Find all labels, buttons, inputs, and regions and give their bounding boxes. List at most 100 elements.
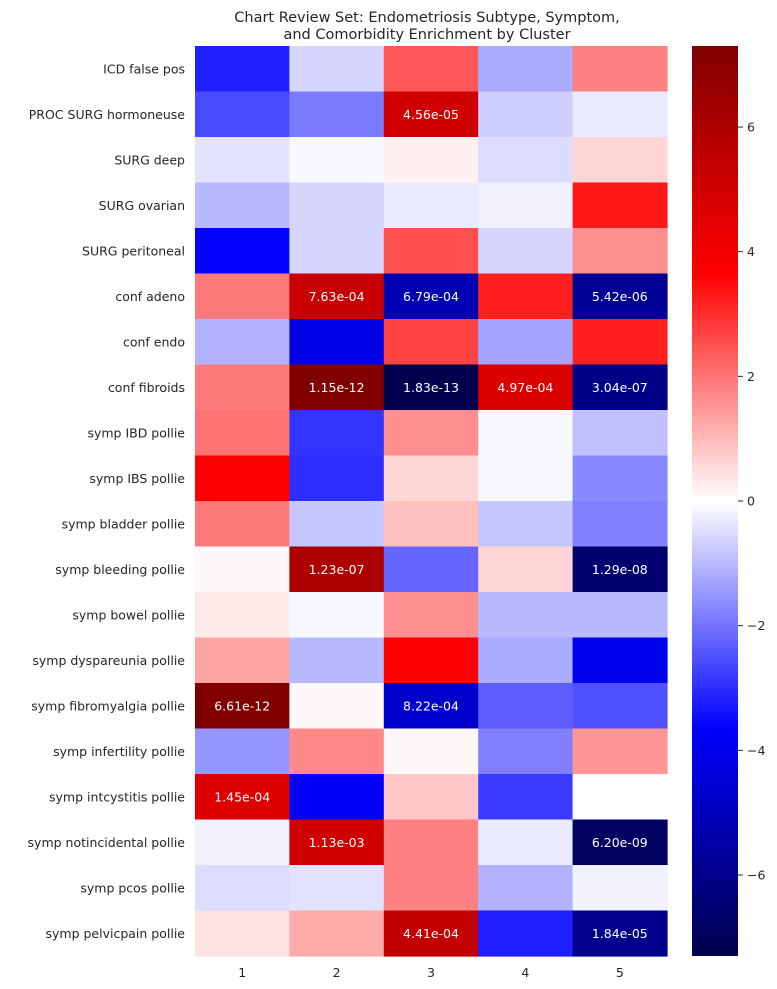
heatmap-cell <box>289 410 385 457</box>
column-label: 4 <box>521 965 529 980</box>
row-label: symp IBS pollie <box>89 471 185 486</box>
heatmap-cell <box>383 182 479 229</box>
heatmap-cell <box>478 728 574 775</box>
cell-annotation: 1.23e-07 <box>309 562 365 577</box>
heatmap-cell <box>289 137 385 184</box>
heatmap-cell <box>478 546 574 593</box>
heatmap-cell <box>195 46 290 93</box>
heatmap-cell <box>383 410 479 457</box>
row-label: symp notincidental pollie <box>28 835 186 850</box>
heatmap-cell <box>289 319 385 366</box>
cell-annotation: 5.42e-06 <box>592 289 648 304</box>
heatmap-cell <box>572 137 668 184</box>
heatmap-cell <box>572 774 668 821</box>
cell-annotation: 4.56e-05 <box>403 107 459 122</box>
cell-annotation: 3.04e-07 <box>592 380 648 395</box>
heatmap-cell <box>289 46 385 93</box>
heatmap-cell <box>289 819 385 866</box>
row-label: symp dyspareunia pollie <box>32 653 185 668</box>
cell-annotation: 1.13e-03 <box>309 835 365 850</box>
heatmap-cell <box>289 228 385 275</box>
heatmap-cell <box>289 683 385 730</box>
cell-annotation: 7.63e-04 <box>309 289 365 304</box>
heatmap-cell <box>289 592 385 639</box>
heatmap-cell <box>383 637 479 684</box>
colorbar-tick-label: 4 <box>747 244 755 259</box>
cell-annotation: 1.84e-05 <box>592 926 648 941</box>
heatmap-cell <box>289 728 385 775</box>
heatmap-cell <box>572 865 668 912</box>
heatmap-cell <box>195 910 290 957</box>
row-label: symp bowel pollie <box>72 607 185 622</box>
heatmap-cell <box>289 364 385 411</box>
row-labels: ICD false pos PROC SURG hormoneuse SURG de… <box>28 61 186 941</box>
row-label: conf fibroids <box>108 380 185 395</box>
row-label: symp IBD pollie <box>87 425 185 440</box>
heatmap-cell <box>195 865 290 912</box>
heatmap-cell <box>195 319 290 366</box>
row-label: conf endo <box>123 334 185 349</box>
heatmap-cell <box>289 546 385 593</box>
heatmap-cell <box>478 137 574 184</box>
row-label: SURG ovarian <box>99 198 185 213</box>
heatmap-cell <box>383 819 479 866</box>
heatmap-cell <box>383 455 479 502</box>
colorbar-ticks: 6 4 2 0 −2 −4 −6 <box>738 120 765 882</box>
colorbar: 6 4 2 0 −2 −4 −6 <box>692 46 765 956</box>
colorbar-tick-label: −2 <box>747 618 765 633</box>
heatmap-cell <box>383 546 479 593</box>
heatmap-cell <box>572 46 668 93</box>
heatmap-cell <box>572 501 668 548</box>
row-label: symp fibromyalgia pollie <box>31 698 185 713</box>
heatmap-cell <box>383 364 479 411</box>
heatmap-cell <box>383 273 479 320</box>
heatmap-cell <box>289 774 385 821</box>
row-label: symp intcystitis pollie <box>49 789 185 804</box>
heatmap-cell <box>195 819 290 866</box>
heatmap-cell <box>195 273 290 320</box>
heatmap-cell <box>195 774 290 821</box>
heatmap-cell <box>572 182 668 229</box>
heatmap-cell <box>572 546 668 593</box>
cell-annotation: 6.20e-09 <box>592 835 648 850</box>
heatmap-cell <box>478 637 574 684</box>
row-label: ICD false pos <box>103 61 185 76</box>
heatmap-cell <box>383 910 479 957</box>
heatmap-cell <box>572 228 668 275</box>
heatmap-cell <box>478 774 574 821</box>
row-label: SURG deep <box>114 152 185 167</box>
colorbar-tick-label: −4 <box>747 743 765 758</box>
heatmap-cell <box>478 273 574 320</box>
heatmap-cell <box>572 592 668 639</box>
heatmap-cell <box>478 364 574 411</box>
row-label: PROC SURG hormoneuse <box>29 107 186 122</box>
heatmap-cell <box>383 865 479 912</box>
row-label: SURG peritoneal <box>82 243 185 258</box>
heatmap-cell <box>572 91 668 138</box>
chart-title: Chart Review Set: Endometriosis Subtype,… <box>234 10 619 26</box>
heatmap-cell <box>383 683 479 730</box>
heatmap-cell <box>572 910 668 957</box>
heatmap-cell <box>383 774 479 821</box>
heatmap-cell <box>572 364 668 411</box>
heatmap-cell <box>478 228 574 275</box>
row-label: conf adeno <box>115 289 185 304</box>
cell-annotation: 1.15e-12 <box>309 380 365 395</box>
heatmap-cell <box>478 455 574 502</box>
heatmap-cell <box>289 182 385 229</box>
heatmap-cell <box>572 819 668 866</box>
heatmap-cell <box>195 501 290 548</box>
cell-annotation: 6.79e-04 <box>403 289 459 304</box>
colorbar-tick-label: −6 <box>747 867 765 882</box>
heatmap-cell <box>195 182 290 229</box>
column-labels: 1 2 3 4 5 <box>238 965 624 980</box>
heatmap-cell <box>289 910 385 957</box>
column-label: 1 <box>238 965 246 980</box>
heatmap-cell <box>289 501 385 548</box>
row-label: symp bleeding pollie <box>55 562 185 577</box>
cell-annotation: 1.29e-08 <box>592 562 648 577</box>
heatmap-cell <box>572 455 668 502</box>
heatmap-cell <box>572 410 668 457</box>
colorbar-tick-label: 0 <box>747 494 755 509</box>
